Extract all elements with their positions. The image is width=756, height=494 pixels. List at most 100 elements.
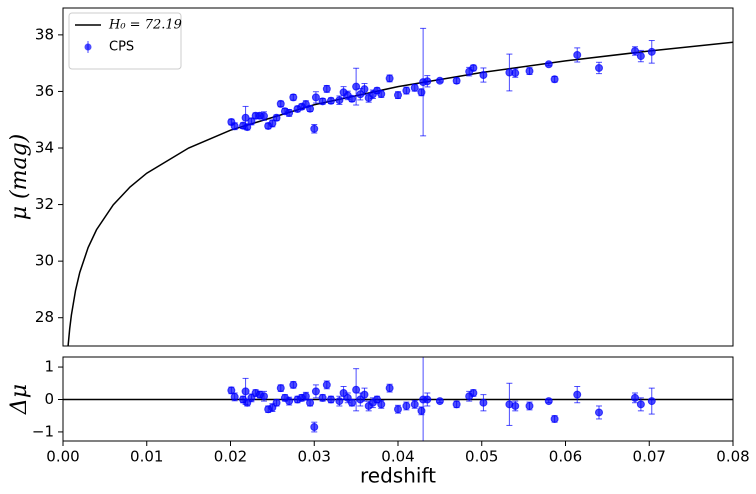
x-tick-label: 0.08 [716,448,749,466]
legend-box [68,12,182,70]
x-tick-label: 0.05 [465,448,498,466]
data-point [550,414,559,423]
y-tick-label: 0 [44,390,54,408]
data-point [227,386,236,395]
data-point [289,380,298,389]
data-point [647,47,656,56]
data-point [525,401,534,410]
data-point [327,96,335,105]
data-point [452,76,461,85]
data-point [394,405,402,414]
data-point [310,124,319,133]
data-point [322,84,331,93]
data-point [377,400,386,409]
data-point [479,398,488,407]
data-point [573,390,582,399]
data-point [352,385,361,394]
data-point [327,395,335,404]
data-point [306,104,315,113]
data-point [301,392,310,401]
x-tick-label: 0.04 [381,448,414,466]
model-line [67,41,733,346]
data-point [260,112,268,121]
plot-area [67,27,733,346]
data-point [647,397,656,406]
data-point [410,400,419,409]
data-point [410,83,419,92]
data-point [335,397,344,406]
x-tick-label: 0.00 [46,448,79,466]
data-point [322,380,331,389]
data-point [377,89,386,98]
y-tick-label: 32 [35,195,54,213]
legend-swatch [84,43,92,51]
data-point [435,76,444,85]
data-point [247,117,256,126]
data-point [318,393,327,402]
data-point [573,50,582,59]
data-point [544,397,553,406]
data-point [385,384,394,393]
data-point [452,400,461,409]
data-point [595,408,603,417]
data-point [311,93,320,102]
y-tick-label: −1 [32,422,54,440]
data-point [276,99,285,108]
data-point [260,392,268,401]
data-point [241,387,250,396]
data-point [360,85,369,94]
data-point [360,390,369,399]
data-point [469,63,478,72]
data-point [268,119,277,128]
data-point [511,401,520,410]
data-point [230,122,239,131]
data-point [285,108,294,117]
y-tick-label: 36 [35,82,54,100]
y-tick-label: 28 [35,308,54,326]
data-point [479,71,488,80]
y-tick-label: 38 [35,25,54,43]
data-point [402,401,411,410]
data-point [544,60,553,69]
x-tick-label: 0.03 [298,448,331,466]
data-point [356,90,365,99]
y-tick-label: 34 [35,139,54,157]
data-point [525,67,534,76]
data-point [469,389,478,397]
data-point [417,88,426,97]
data-point [272,113,281,122]
data-point [347,94,356,103]
data-point [435,397,444,406]
data-point [306,398,315,407]
x-tick-label: 0.07 [633,448,666,466]
data-point [276,384,285,393]
axes-frame [62,7,734,347]
data-point [595,63,603,72]
data-point [285,397,294,406]
data-point [289,93,298,102]
y-axis-label: Δμ [7,384,32,415]
data-point [310,423,319,432]
data-point [394,91,402,100]
data-point [230,392,239,401]
y-axis-label: μ (mag) [7,134,32,221]
x-axis-label: redshift [360,464,436,488]
data-point [636,52,645,61]
data-point [511,69,520,78]
x-tick-label: 0.01 [130,448,163,466]
data-point [631,46,640,55]
plot-area [63,357,733,441]
data-point [335,96,344,105]
data-point [417,406,426,415]
data-point [385,74,394,83]
legend-label: H₀ = 72.19 [108,18,182,33]
data-point [311,387,320,396]
axes-frame [62,356,734,442]
data-point [423,395,432,404]
data-point [402,86,411,95]
data-point [550,75,559,84]
x-tick-label: 0.06 [549,448,582,466]
x-tick-label: 0.02 [214,448,247,466]
legend-label: CPS [109,40,134,55]
